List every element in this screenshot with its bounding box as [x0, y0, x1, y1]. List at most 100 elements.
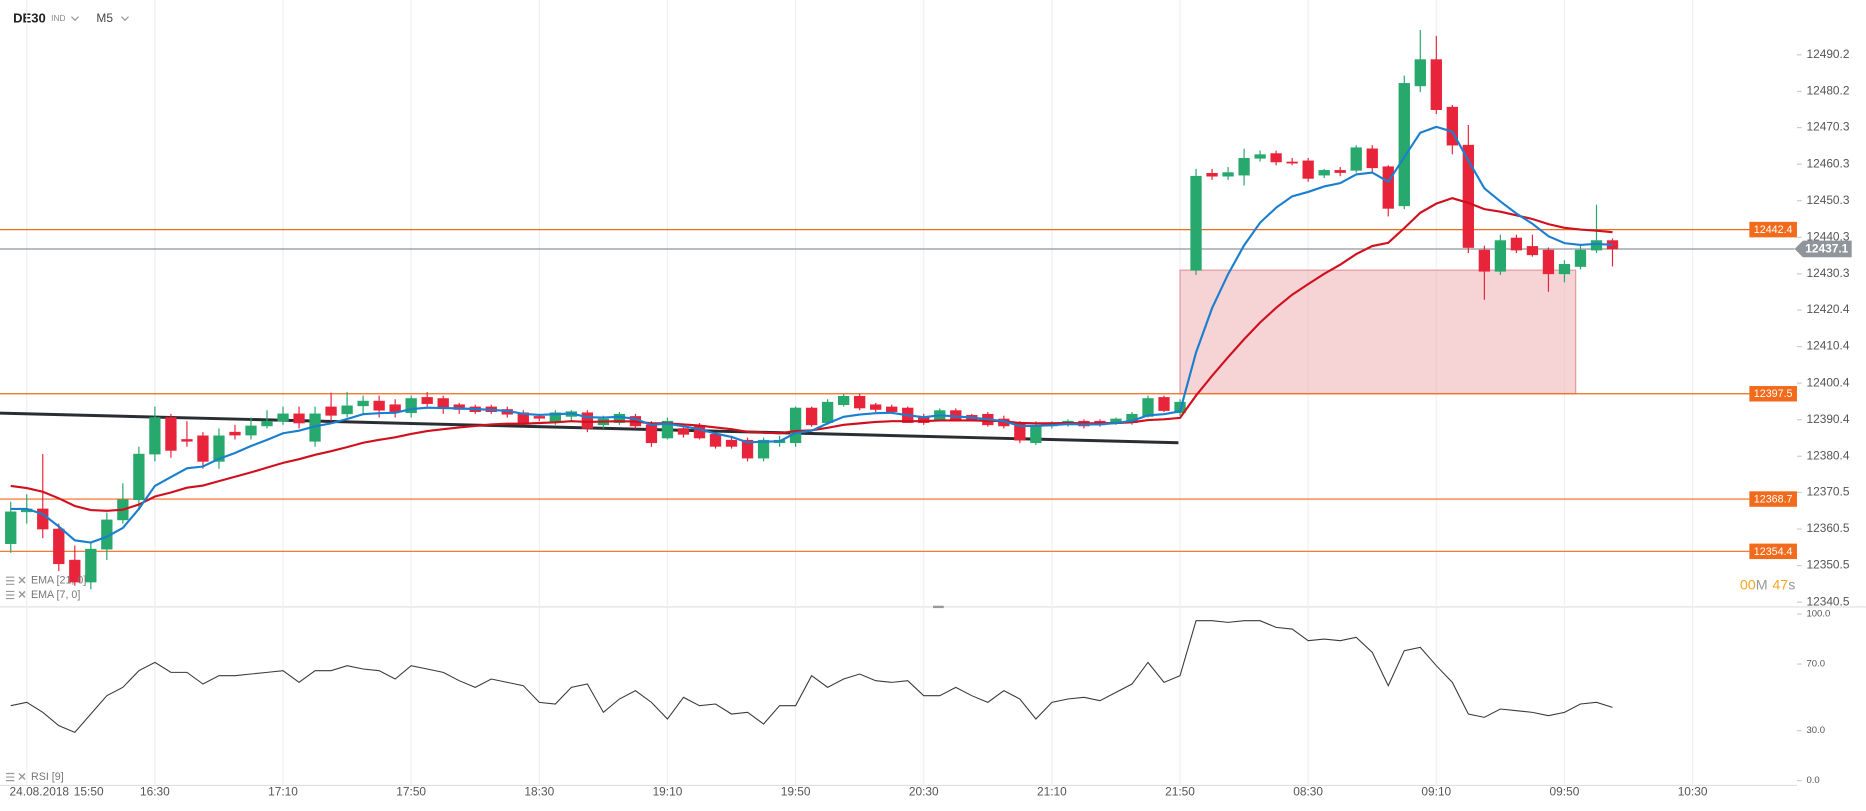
y-tick-label: 12370.5: [1806, 485, 1849, 499]
candle-body: [389, 404, 401, 412]
candle-body: [1494, 240, 1507, 272]
level-label-box: [1749, 543, 1797, 560]
candle-body: [1446, 106, 1458, 146]
y-tick-label: 12460.3: [1806, 156, 1849, 170]
x-axis-date: 24.08.2018: [10, 785, 70, 799]
x-tick-label: 17:50: [396, 785, 426, 799]
x-tick-label: 19:10: [653, 785, 683, 799]
x-tick-label: 09:10: [1421, 785, 1451, 799]
y-tick-label: 70.0: [1806, 659, 1825, 670]
candle-body: [838, 396, 850, 406]
legend-icon: [5, 576, 15, 585]
level-label-box: [1749, 221, 1797, 238]
y-tick-label: 12480.2: [1806, 84, 1849, 98]
x-tick-label: 15:50: [74, 785, 104, 799]
candle-body: [85, 548, 97, 583]
y-tick-label: 100.0: [1806, 609, 1830, 620]
candle-body: [1382, 166, 1394, 209]
y-tick-label: 12440.3: [1806, 229, 1849, 243]
candle-body: [181, 439, 193, 442]
indicator-label: RSI [9]: [31, 771, 64, 783]
y-tick-label: 12360.5: [1806, 521, 1849, 535]
candle-body: [1366, 148, 1378, 169]
legend-remove[interactable]: [18, 576, 26, 584]
y-tick-label: 12340.5: [1806, 594, 1849, 608]
candle-body: [1350, 147, 1362, 171]
candle-body: [165, 417, 177, 451]
candle-body: [53, 528, 65, 565]
ema-line: [10, 125, 1613, 544]
candle-body: [805, 407, 818, 426]
y-tick-label: 30.0: [1806, 725, 1825, 736]
level-label-box: [1749, 386, 1797, 402]
level-label: 12442.4: [1754, 224, 1793, 236]
timeframe-caret[interactable]: [120, 16, 129, 22]
x-tick-label: 21:10: [1037, 785, 1067, 799]
candle-body: [1590, 240, 1603, 251]
y-tick-label: 12430.3: [1806, 266, 1849, 280]
legend-label: EMA [21, 0]: [31, 575, 86, 587]
candle-body: [1030, 425, 1042, 444]
symbol-caret[interactable]: [71, 16, 79, 22]
legend-icon: [5, 590, 15, 600]
y-tick-label: 12450.3: [1806, 193, 1849, 207]
candle-body: [533, 416, 545, 419]
candle-body: [1430, 59, 1442, 110]
x-tick-label: 16:30: [140, 785, 170, 799]
legend-remove[interactable]: [18, 590, 26, 598]
candle-body: [277, 413, 289, 422]
candle-body: [1398, 83, 1410, 207]
candle-body: [261, 420, 273, 427]
rsi-line: [10, 620, 1613, 733]
candle-body: [293, 413, 305, 424]
candle-body: [1142, 398, 1154, 417]
candle-body: [149, 417, 161, 455]
level-label-box: [1749, 491, 1797, 507]
candle-body: [789, 407, 802, 444]
timeframe[interactable]: M5: [96, 11, 113, 25]
candle-body: [245, 425, 257, 436]
x-tick-label: 09:50: [1550, 785, 1580, 799]
symbol-tag: IND: [51, 13, 65, 23]
countdown-seconds-unit: s: [1788, 577, 1795, 593]
candle-body: [1574, 249, 1587, 267]
candle-body: [453, 404, 465, 410]
symbol[interactable]: DE30: [13, 10, 46, 25]
candle-body: [854, 396, 866, 409]
y-tick-label: 0.0: [1806, 775, 1819, 786]
candle-body: [325, 406, 337, 416]
candle-body: [870, 404, 882, 410]
candle-body: [661, 420, 674, 439]
y-tick-label: 12470.3: [1806, 120, 1849, 134]
legend-label: EMA [7, 0]: [31, 589, 80, 601]
current-price-label: 12437.1: [1805, 242, 1848, 256]
y-tick-label: 12350.5: [1806, 558, 1849, 572]
x-tick-label: 19:50: [781, 785, 811, 799]
candle-body: [1526, 246, 1539, 256]
candle-body: [1462, 144, 1474, 248]
legend: EMA [21, 0] EMA [7, 0]: [5, 575, 86, 601]
x-tick-label: 10:30: [1678, 785, 1708, 799]
countdown: 00M 47s: [1740, 577, 1796, 593]
zone: [1179, 269, 1577, 395]
level-label: 12397.5: [1754, 388, 1793, 400]
x-tick-label: 17:10: [268, 785, 298, 799]
countdown-minutes-unit: M: [1756, 577, 1768, 593]
candle-body: [341, 405, 353, 415]
candle-body: [1286, 161, 1298, 164]
candle-body: [1302, 160, 1314, 179]
candle-body: [1158, 397, 1170, 411]
x-tick-label: 21:50: [1165, 785, 1195, 799]
candle-body: [1510, 237, 1523, 251]
legend-icon: [5, 772, 15, 782]
candle-body: [1270, 153, 1282, 163]
candle-body: [1318, 170, 1330, 176]
candle-body: [229, 431, 241, 436]
candle-body: [517, 412, 529, 423]
candle-body: [133, 453, 145, 501]
candle-body: [757, 439, 770, 459]
y-tick-label: 12380.4: [1806, 448, 1849, 462]
